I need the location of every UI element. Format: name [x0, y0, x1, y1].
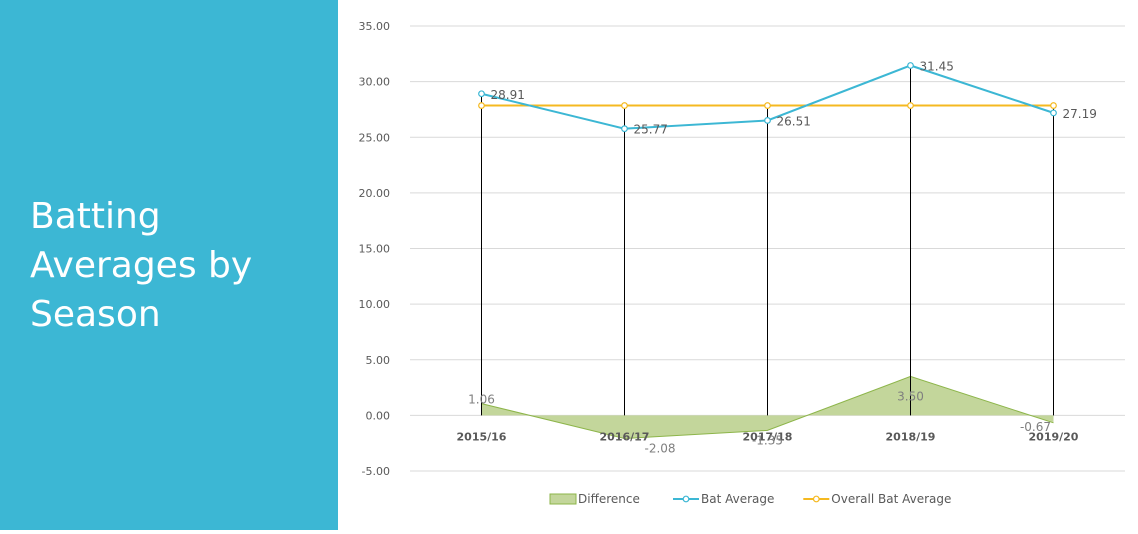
difference-data-label: -0.67 [1020, 420, 1051, 434]
legend-item-bat-average: Bat Average [673, 492, 774, 506]
batting-average-chart: 35.00 30.00 25.00 20.00 15.00 10.00 5.00 0.00 -5… [359, 20, 1125, 506]
bat-average-data-label: 27.19 [1063, 107, 1097, 121]
slide-title-line-3: Season [30, 294, 161, 335]
data-labels: 28.91 25.77 26.51 31.45 27.19 1.06 -2.08 -1.35 3… [468, 59, 1097, 455]
overall-bat-average-point [621, 102, 628, 109]
slide-title: Batting Averages by Season [30, 192, 330, 339]
drop-lines [481, 65, 1054, 416]
bat-average-point [478, 90, 485, 98]
x-tick-label: 2019/20 [1029, 430, 1079, 443]
difference-area-edge [481, 375, 1054, 440]
y-tick-label: 15.00 [359, 243, 391, 256]
y-tick-label: 5.00 [366, 354, 391, 367]
x-tick-label: 2017/18 [743, 430, 793, 443]
bat-average-data-label: 31.45 [920, 59, 954, 73]
bat-average-data-label: 26.51 [777, 114, 811, 128]
chart-area: 35.00 30.00 25.00 20.00 15.00 10.00 5.00 0.00 -5… [338, 0, 1138, 530]
y-tick-label: 0.00 [366, 409, 391, 422]
legend-marker-bat-average [682, 495, 690, 503]
legend-marker-overall-bat-average [812, 495, 820, 503]
x-tick-label: 2018/19 [886, 430, 936, 443]
bat-average-point [621, 125, 628, 133]
overall-bat-average-point [764, 102, 771, 109]
bat-average-data-label: 28.91 [491, 88, 525, 102]
legend-label: Difference [578, 492, 640, 506]
legend-item-difference: Difference [549, 492, 640, 506]
legend-label: Overall Bat Average [831, 492, 951, 506]
slide-title-line-1: Batting [30, 196, 161, 237]
y-tick-label: 10.00 [359, 298, 391, 311]
legend-swatch-difference [549, 493, 577, 505]
legend-label: Bat Average [701, 492, 774, 506]
y-tick-label: -5.00 [362, 465, 390, 478]
difference-data-label: 3.50 [897, 389, 924, 403]
difference-data-label: -2.08 [645, 442, 676, 456]
slide-title-line-2: Averages by [30, 245, 253, 286]
x-axis-ticks: 2015/16 2016/17 2017/18 2018/19 2019/20 [457, 430, 1079, 443]
bat-average-point [764, 117, 771, 124]
difference-data-label: -1.35 [752, 433, 783, 447]
title-panel: Batting Averages by Season [0, 0, 338, 530]
overall-bat-average-point [478, 102, 485, 109]
y-tick-label: 25.00 [359, 131, 391, 144]
bat-average-point [907, 62, 914, 69]
overall-bat-average-point [907, 102, 914, 109]
y-tick-label: 30.00 [359, 76, 391, 89]
y-tick-label: 20.00 [359, 187, 391, 200]
series-lines [478, 62, 1057, 133]
y-tick-label: 35.00 [359, 20, 391, 33]
difference-data-label: 1.06 [468, 393, 495, 407]
x-tick-label: 2016/17 [600, 430, 650, 443]
bat-average-data-label: 25.77 [634, 123, 668, 137]
legend: Difference Bat Average Overall Bat Average [549, 492, 951, 506]
legend-item-overall-bat-average: Overall Bat Average [803, 492, 951, 506]
y-axis-ticks: 35.00 30.00 25.00 20.00 15.00 10.00 5.00 0.00 -5… [359, 20, 391, 478]
bat-average-point [1050, 109, 1057, 117]
x-tick-label: 2015/16 [457, 430, 507, 443]
overall-bat-average-point [1050, 102, 1057, 109]
